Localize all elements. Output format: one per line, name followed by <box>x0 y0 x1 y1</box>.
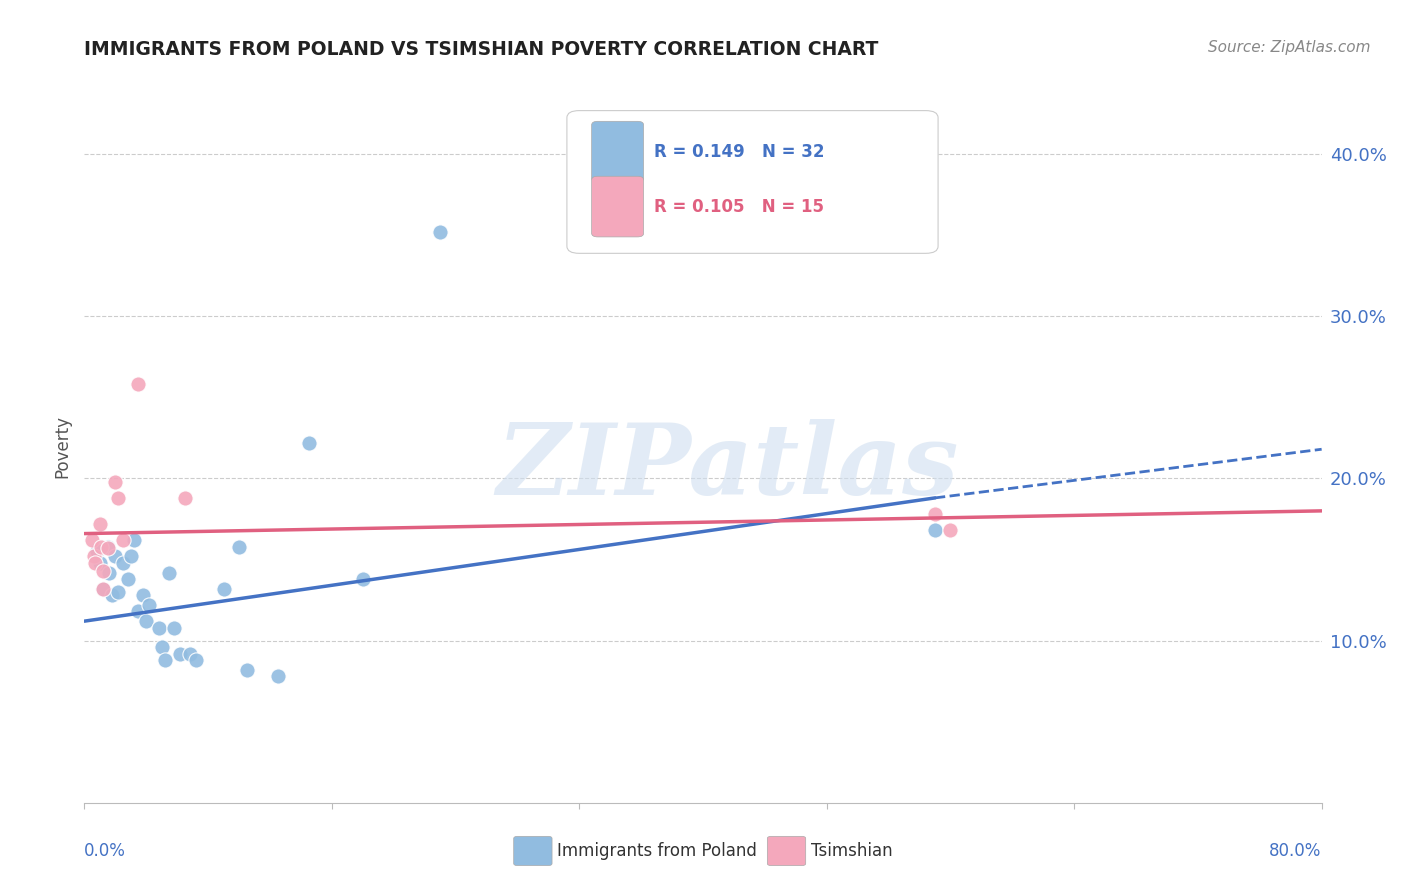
Point <box>89 516 111 531</box>
Point <box>153 653 176 667</box>
Point <box>267 669 290 683</box>
FancyBboxPatch shape <box>513 837 553 865</box>
Point <box>169 647 191 661</box>
Text: ZIPatlas: ZIPatlas <box>496 419 959 516</box>
Point <box>122 533 145 547</box>
Point <box>184 653 207 667</box>
Point <box>107 585 129 599</box>
Point <box>159 566 181 580</box>
Point <box>179 647 201 661</box>
Point <box>212 582 235 596</box>
FancyBboxPatch shape <box>768 837 806 865</box>
Point <box>112 533 135 547</box>
Point <box>924 507 946 521</box>
FancyBboxPatch shape <box>592 121 644 182</box>
Point <box>148 621 170 635</box>
Point <box>107 491 129 505</box>
Point <box>924 524 946 538</box>
Point <box>135 614 157 628</box>
Point <box>138 598 160 612</box>
Point <box>104 549 127 564</box>
Point <box>228 540 250 554</box>
Text: 0.0%: 0.0% <box>84 842 127 860</box>
Point <box>82 533 104 547</box>
Point <box>128 604 150 618</box>
Point <box>298 435 321 450</box>
Point <box>97 541 120 556</box>
Point <box>236 663 259 677</box>
Point <box>163 621 186 635</box>
Text: R = 0.149   N = 32: R = 0.149 N = 32 <box>654 143 824 161</box>
Point <box>132 588 155 602</box>
Point <box>97 540 120 554</box>
Text: Immigrants from Poland: Immigrants from Poland <box>557 842 756 860</box>
Point <box>150 640 173 654</box>
Point <box>112 556 135 570</box>
Point <box>89 556 111 570</box>
Point <box>128 377 150 392</box>
Point <box>174 491 197 505</box>
Point <box>91 582 114 596</box>
Point <box>91 582 114 596</box>
Text: IMMIGRANTS FROM POLAND VS TSIMSHIAN POVERTY CORRELATION CHART: IMMIGRANTS FROM POLAND VS TSIMSHIAN POVE… <box>84 40 879 59</box>
Text: R = 0.105   N = 15: R = 0.105 N = 15 <box>654 198 824 216</box>
Point <box>101 588 124 602</box>
Point <box>117 572 139 586</box>
Point <box>429 225 451 239</box>
Point <box>86 544 108 558</box>
Text: Source: ZipAtlas.com: Source: ZipAtlas.com <box>1208 40 1371 55</box>
Point <box>83 549 105 564</box>
Point <box>91 564 114 578</box>
FancyBboxPatch shape <box>567 111 938 253</box>
Y-axis label: Poverty: Poverty <box>53 415 72 477</box>
Point <box>352 572 374 586</box>
FancyBboxPatch shape <box>592 177 644 237</box>
Point <box>104 475 127 489</box>
Text: Tsimshian: Tsimshian <box>811 842 893 860</box>
Point <box>90 540 112 554</box>
Text: 80.0%: 80.0% <box>1270 842 1322 860</box>
Point <box>98 566 121 580</box>
Point <box>939 524 962 538</box>
Point <box>84 556 107 570</box>
Point <box>120 549 142 564</box>
